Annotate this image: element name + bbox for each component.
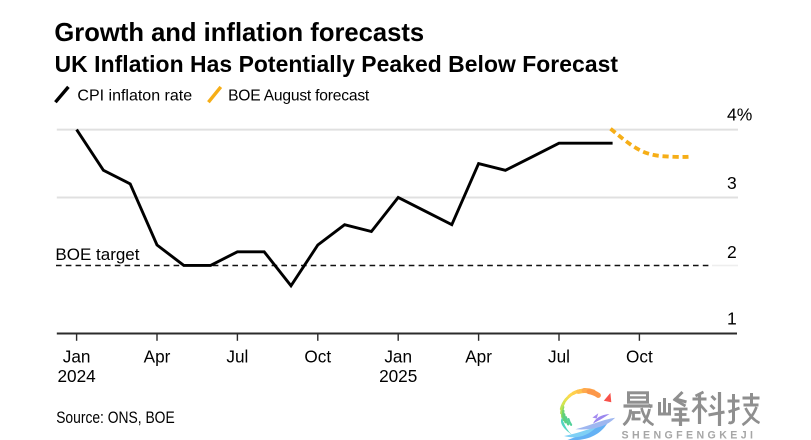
svg-text:Jan: Jan bbox=[384, 346, 412, 366]
svg-text:Apr: Apr bbox=[465, 346, 492, 366]
svg-text:2024: 2024 bbox=[57, 366, 96, 386]
svg-text:Jul: Jul bbox=[548, 346, 570, 366]
svg-text:Oct: Oct bbox=[626, 346, 653, 366]
svg-text:Source: ONS, BOE: Source: ONS, BOE bbox=[56, 409, 174, 427]
svg-text:SHENGFENGKEJI: SHENGFENGKEJI bbox=[622, 430, 757, 440]
svg-text:Apr: Apr bbox=[144, 346, 171, 366]
svg-text:Jan: Jan bbox=[63, 346, 91, 366]
svg-text:4%: 4% bbox=[727, 105, 752, 125]
svg-text:BOE target: BOE target bbox=[55, 245, 139, 264]
svg-text:2025: 2025 bbox=[379, 366, 417, 386]
svg-text:UK Inflation Has Potentially P: UK Inflation Has Potentially Peaked Belo… bbox=[55, 51, 619, 77]
svg-text:CPI inflaton rate: CPI inflaton rate bbox=[77, 87, 192, 104]
svg-text:BOE August forecast: BOE August forecast bbox=[228, 87, 370, 104]
svg-text:1: 1 bbox=[727, 309, 737, 329]
svg-text:Growth and inflation forecasts: Growth and inflation forecasts bbox=[54, 19, 424, 47]
svg-text:Jul: Jul bbox=[226, 346, 248, 366]
svg-text:Oct: Oct bbox=[304, 346, 331, 366]
svg-text:2: 2 bbox=[727, 242, 737, 262]
svg-text:3: 3 bbox=[727, 173, 737, 193]
